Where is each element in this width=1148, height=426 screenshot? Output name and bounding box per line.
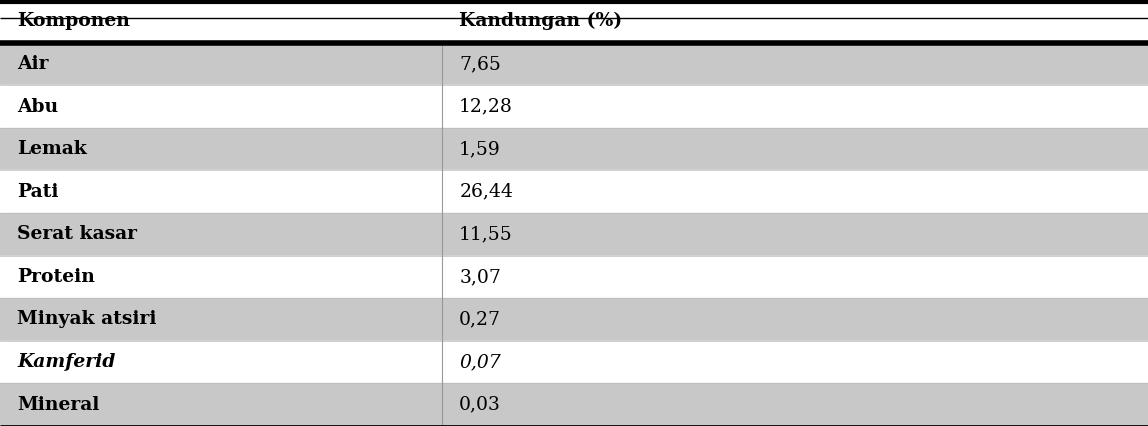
Bar [0, 256, 1148, 298]
Text: Serat kasar: Serat kasar [17, 225, 138, 243]
Text: Komponen: Komponen [17, 12, 130, 30]
Text: 0,07: 0,07 [459, 353, 501, 371]
Text: Abu: Abu [17, 98, 59, 115]
Text: Kamferid: Kamferid [17, 353, 116, 371]
Text: Pati: Pati [17, 183, 59, 201]
Text: 0,03: 0,03 [459, 396, 501, 414]
Text: Minyak atsiri: Minyak atsiri [17, 311, 157, 328]
Text: 11,55: 11,55 [459, 225, 513, 243]
Text: 0,27: 0,27 [459, 311, 502, 328]
Bar [0, 0, 1148, 43]
Bar [0, 43, 1148, 85]
Text: Air: Air [17, 55, 48, 73]
Bar [0, 85, 1148, 128]
Bar [0, 128, 1148, 170]
Text: 26,44: 26,44 [459, 183, 513, 201]
Text: Mineral: Mineral [17, 396, 100, 414]
Text: Protein: Protein [17, 268, 95, 286]
Bar [0, 298, 1148, 341]
Bar [0, 383, 1148, 426]
Bar [0, 341, 1148, 383]
Text: 7,65: 7,65 [459, 55, 501, 73]
Bar [0, 213, 1148, 256]
Text: 12,28: 12,28 [459, 98, 513, 115]
Text: Lemak: Lemak [17, 140, 87, 158]
Bar [0, 170, 1148, 213]
Text: Kandungan (%): Kandungan (%) [459, 12, 622, 30]
Text: 3,07: 3,07 [459, 268, 501, 286]
Text: 1,59: 1,59 [459, 140, 501, 158]
